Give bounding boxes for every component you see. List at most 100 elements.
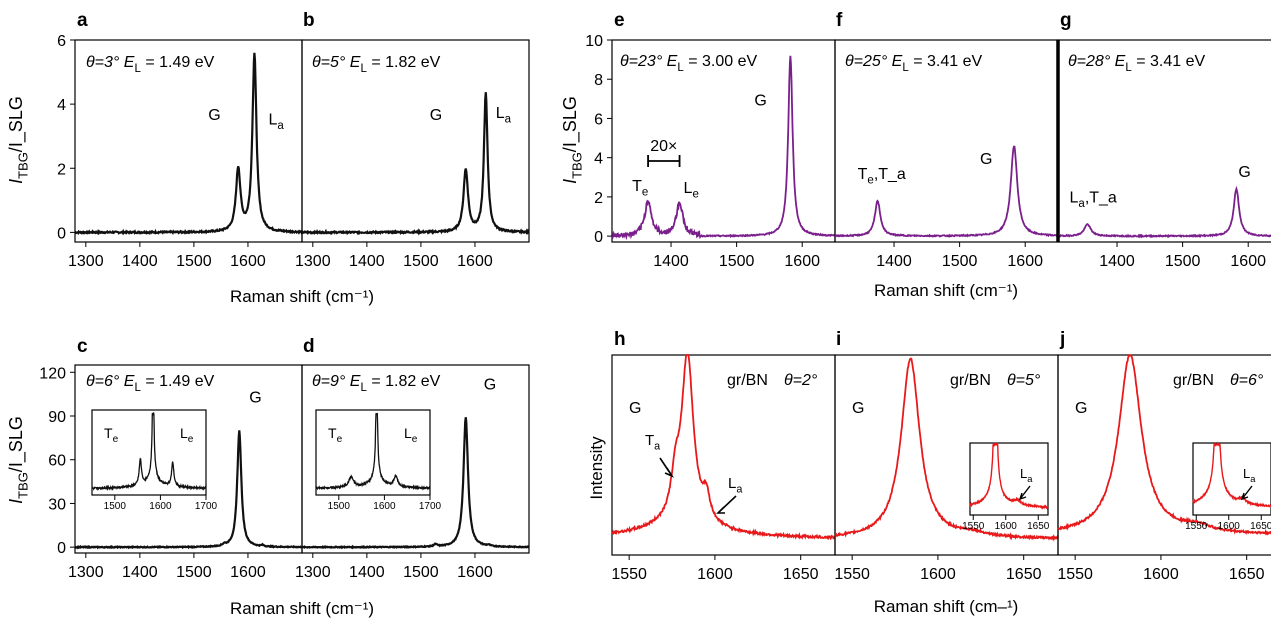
x-tick-label: 1600 (457, 564, 493, 581)
x-tick-label: 1400 (349, 253, 385, 270)
plot-frame (301, 39, 530, 243)
panel-b: 1300 1400 1500 1600 (295, 39, 530, 270)
plot-frame (74, 364, 303, 554)
x-tick-label: 1550 (834, 566, 870, 583)
x-tick-label: 1400 (653, 253, 689, 270)
inset-label-La: La​ (1020, 466, 1033, 484)
peak-label-G: G (430, 107, 442, 124)
x-tick-label: 1400 (1099, 253, 1135, 270)
y-axis-label: ITBG/I_SLG (6, 416, 30, 504)
panel-c: 1300 1400 1500 1600 0 30 60 90 120 (39, 364, 303, 581)
series-line (301, 417, 530, 550)
sample-label: gr/BN (950, 372, 991, 389)
y-axis-label: ITBG/I_SLG (6, 96, 30, 184)
plot-frame (1057, 354, 1271, 556)
series-line (1192, 441, 1271, 508)
arrow-La (716, 495, 737, 514)
panel-c-annotation: θ=6° EL​ = 1.49 eV (86, 373, 215, 394)
panel-f: 1400 1500 1600 (834, 39, 1059, 270)
angle-label: θ=5° (1007, 372, 1041, 389)
x-tick-label: 1600 (230, 564, 266, 581)
series-line (969, 441, 1049, 510)
panel-j: 1550 1600 1650 (1057, 354, 1271, 583)
panel-e: 1400 1500 1600 0 2 4 6 8 10 (585, 33, 836, 270)
x-tick-label: 1600 (1007, 253, 1043, 270)
x-tick-label: 1500 (942, 253, 978, 270)
peak-label-G: G (1075, 400, 1087, 417)
peak-label-G: G (249, 390, 261, 407)
series-line (834, 145, 1059, 239)
x-tick-label: 1650 (783, 566, 819, 583)
x-tick-label: 1400 (122, 253, 158, 270)
panel-g: 1400 1500 1600 (1057, 39, 1271, 270)
plot-frame (1192, 442, 1271, 516)
x-tick-label: 1500 (176, 253, 212, 270)
y-tick-label: 6 (594, 111, 603, 128)
y-tick-label: 8 (594, 72, 603, 89)
x-tick-label: 1600 (457, 253, 493, 270)
peak-label-La: La​ (728, 475, 742, 496)
y-tick-label: 2 (57, 161, 66, 178)
panel-b-annotation: θ=5° EL​ = 1.82 eV (312, 54, 441, 75)
peak-label-G: G (1238, 164, 1250, 181)
panel-letter-i: i (836, 329, 841, 350)
sample-label: gr/BN (727, 372, 768, 389)
panel-letter-d: d (303, 336, 315, 357)
panel-letter-j: j (1059, 329, 1065, 350)
plot-frame (834, 39, 1059, 243)
y-tick-label: 4 (594, 151, 603, 168)
x-tick-label: 1600 (1218, 521, 1241, 532)
y-tick-label: 60 (48, 453, 66, 470)
inset-label-La: La​ (1243, 466, 1256, 484)
angle-label: θ=2° (784, 372, 818, 389)
x-tick-label: 1600 (995, 521, 1018, 532)
peak-label-Te: Te​ (632, 178, 648, 199)
x-tick-label: 1500 (176, 564, 212, 581)
panel-c-inset: 1500 1600 1700 (91, 409, 218, 512)
y-axis-label: Intensity (587, 436, 606, 500)
peak-label-Le: Le​ (684, 180, 699, 201)
series-line (834, 357, 1059, 542)
x-tick-label: 1600 (373, 501, 396, 512)
y-tick-label: 0 (594, 229, 603, 246)
series-line (611, 55, 836, 241)
peak-label-G: G (629, 400, 641, 417)
x-tick-label: 1600 (1230, 253, 1266, 270)
panel-h: 1550 1600 1650 (611, 354, 836, 583)
peak-label-G: G (208, 107, 220, 124)
arrow-La (1018, 485, 1031, 501)
peak-label-LaTa: La,T_a (1070, 189, 1117, 210)
x-tick-label: 1300 (68, 564, 104, 581)
panel-i-inset: 1550 1600 1650 (962, 441, 1050, 532)
y-tick-label: 0 (57, 540, 66, 557)
x-tick-label: 1650 (1027, 521, 1050, 532)
x-tick-label: 1500 (403, 253, 439, 270)
panel-e-annotation: θ=23° EL​ = 3.00 eV (620, 53, 757, 74)
x-tick-label: 1550 (962, 521, 985, 532)
y-tick-label: 90 (48, 409, 66, 426)
x-tick-label: 1500 (719, 253, 755, 270)
x-tick-label: 1600 (920, 566, 956, 583)
series-line (1057, 354, 1271, 536)
x-tick-label: 1600 (149, 501, 172, 512)
y-tick-label: 6 (57, 33, 66, 50)
x-tick-label: 1500 (104, 501, 127, 512)
panel-a-annotation: θ=3° EL​ = 1.49 eV (86, 54, 215, 75)
x-tick-label: 1650 (1006, 566, 1042, 583)
x-tick-label: 1500 (1165, 253, 1201, 270)
peak-label-La: La​ (496, 105, 512, 126)
x-tick-label: 1650 (1229, 566, 1265, 583)
x-tick-label: 1700 (195, 501, 218, 512)
x-tick-label: 1600 (784, 253, 820, 270)
plot-frame (301, 364, 530, 554)
series-line (1057, 185, 1271, 239)
panel-j-inset: 1550 1600 1650 (1185, 441, 1271, 532)
inset-label-Te: Te​ (328, 425, 343, 445)
x-axis-label: Raman shift (cm⁻¹) (874, 281, 1018, 300)
series-line (611, 354, 836, 541)
x-tick-label: 1550 (1057, 566, 1093, 583)
x-tick-label: 1500 (328, 501, 351, 512)
x-tick-label: 1300 (295, 564, 331, 581)
peak-label-G: G (980, 151, 992, 168)
